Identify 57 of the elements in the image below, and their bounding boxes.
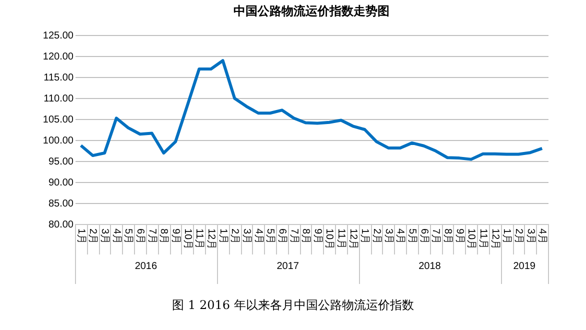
x-tick-label: 7月: [430, 228, 442, 244]
x-tick-label: 8月: [442, 228, 453, 244]
x-tick-label: 10月: [324, 228, 335, 250]
x-tick-label: 6月: [418, 228, 430, 244]
x-tick-label: 11月: [477, 228, 488, 249]
x-tick-label: 12月: [347, 228, 358, 250]
x-tick-label: 11月: [336, 228, 347, 249]
x-tick-label: 12月: [205, 228, 216, 250]
x-tick-label: 4月: [536, 228, 548, 244]
y-tick-label: 90.00: [48, 178, 74, 188]
y-tick-label: 105.00: [42, 114, 74, 126]
x-tick-label: 12月: [489, 228, 500, 250]
y-tick-label: 80.00: [48, 220, 74, 230]
x-tick-label: 2月: [512, 228, 524, 244]
y-tick-label: 85.00: [48, 198, 74, 210]
text: 2017: [276, 261, 299, 272]
x-tick-label: 8月: [158, 228, 170, 244]
x-tick-label: 4月: [110, 228, 122, 244]
x-tick-label: 1月: [501, 228, 512, 244]
y-tick-label: 110.00: [44, 94, 74, 104]
x-tick-label: 8月: [300, 228, 312, 244]
x-tick-label: 10月: [466, 228, 477, 250]
y-tick-label: 125.00: [42, 30, 74, 42]
x-tick-label: 3月: [240, 228, 252, 244]
x-tick-label: 7月: [146, 228, 158, 244]
x-tick-label: 1月: [75, 228, 86, 244]
y-tick-label: 100.00: [42, 136, 74, 146]
text: 2018: [418, 261, 441, 272]
x-tick-label: 4月: [394, 228, 406, 244]
x-tick-label: 1月: [359, 228, 370, 244]
line-series: [79, 59, 544, 161]
y-tick-label: 95.00: [48, 156, 74, 168]
x-tick-label: 9月: [454, 228, 465, 244]
x-tick-label: 7月: [288, 228, 300, 244]
x-tick-label: 10月: [182, 228, 193, 250]
x-tick-label: 6月: [134, 228, 146, 244]
x-tick-label: 1月: [217, 228, 228, 244]
x-tick-label: 4月: [252, 228, 264, 244]
x-tick-label: 9月: [312, 228, 323, 244]
x-tick-label: 3月: [382, 228, 394, 244]
x-tick-label: 9月: [170, 228, 182, 244]
x-tick-label: 2月: [371, 228, 382, 244]
text: 2016: [134, 261, 158, 272]
y-tick-label: 115.00: [44, 72, 74, 84]
y-tick-label: 120.00: [42, 52, 74, 62]
x-tick-label: 6月: [276, 228, 288, 244]
x-tick-label: 5月: [264, 228, 276, 244]
x-tick-label: 3月: [524, 228, 536, 244]
x-tick-label: 5月: [406, 228, 418, 244]
x-tick-label: 5月: [122, 228, 134, 244]
x-tick-label: 3月: [99, 228, 110, 244]
caption: 图 1 2016 年以来各月中国公路物流运价指数: [171, 297, 415, 314]
x-tick-label: 2月: [87, 228, 98, 244]
text: 2019: [513, 261, 536, 272]
x-tick-label: 11月: [194, 228, 205, 249]
chart-title: 中国公路物流运价指数走势图: [234, 4, 390, 18]
x-tick-label: 2月: [229, 228, 240, 244]
